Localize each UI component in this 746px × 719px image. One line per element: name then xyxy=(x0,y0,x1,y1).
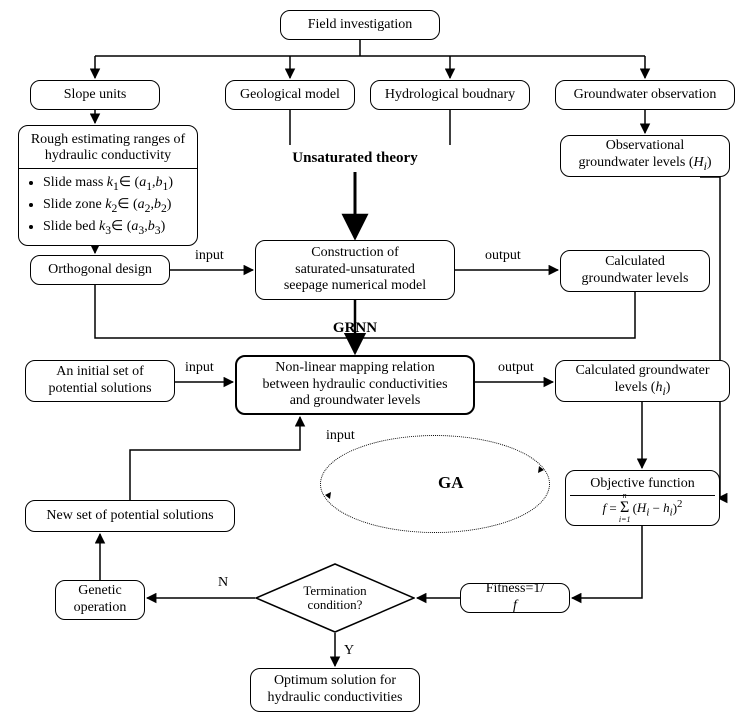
lbl-input2: input xyxy=(185,360,214,376)
node-calculated-gw-2: Calculated groundwaterlevels (hi) xyxy=(555,360,730,402)
node-genetic-operation: Geneticoperation xyxy=(55,580,145,620)
node-nonlinear: Non-linear mapping relationbetween hydra… xyxy=(235,355,475,415)
rough-list: Slide mass k1∈ (a1,b1)Slide zone k2∈ (a2… xyxy=(43,173,189,239)
ga-ellipse xyxy=(320,435,550,533)
node-groundwater-observation: Groundwater observation xyxy=(555,80,735,110)
obj-formula: f = Σni=1 (Hi − hi)2 xyxy=(570,495,715,520)
node-new-set: New set of potential solutions xyxy=(25,500,235,532)
text: Geological model xyxy=(240,87,340,104)
obj-title: Objective function xyxy=(590,476,695,493)
node-field-investigation: Field investigation xyxy=(280,10,440,40)
label-grnn: GRNN xyxy=(325,320,385,337)
lbl-N: N xyxy=(218,575,228,591)
node-calculated-gw-1: Calculatedgroundwater levels xyxy=(560,250,710,292)
node-objective: Objective function f = Σni=1 (Hi − hi)2 xyxy=(565,470,720,526)
text: Field investigation xyxy=(308,17,413,34)
node-construction: Construction ofsaturated-unsaturatedseep… xyxy=(255,240,455,300)
node-orthogonal-design: Orthogonal design xyxy=(30,255,170,285)
node-geological-model: Geological model xyxy=(225,80,355,110)
rough-title: Rough estimating ranges of hydraulic con… xyxy=(27,132,189,164)
label-unsaturated-theory: Unsaturated theory xyxy=(270,150,440,167)
lbl-ga: GA xyxy=(438,473,464,493)
node-initial-set: An initial set ofpotential solutions xyxy=(25,360,175,402)
lbl-input1: input xyxy=(195,248,224,264)
node-optimum: Optimum solution forhydraulic conductivi… xyxy=(250,668,420,712)
text: Hydrological boudnary xyxy=(385,87,515,104)
text: Slope units xyxy=(64,87,127,104)
lbl-output1: output xyxy=(485,248,521,264)
text: Terminationcondition? xyxy=(303,584,366,613)
node-hydrological-boundary: Hydrological boudnary xyxy=(370,80,530,110)
node-rough-estimating: Rough estimating ranges of hydraulic con… xyxy=(18,125,198,246)
lbl-Y: Y xyxy=(344,643,354,659)
text: New set of potential solutions xyxy=(46,508,213,525)
lbl-output2: output xyxy=(498,360,534,376)
lbl-input3: input xyxy=(326,428,355,444)
node-termination: Terminationcondition? xyxy=(255,563,415,633)
node-fitness: Fitness=1/f xyxy=(460,583,570,613)
node-slope-units: Slope units xyxy=(30,80,160,110)
text: Orthogonal design xyxy=(48,262,152,279)
node-observational-levels: Observationalgroundwater levels (Hi) xyxy=(560,135,730,177)
text: Groundwater observation xyxy=(574,87,717,104)
